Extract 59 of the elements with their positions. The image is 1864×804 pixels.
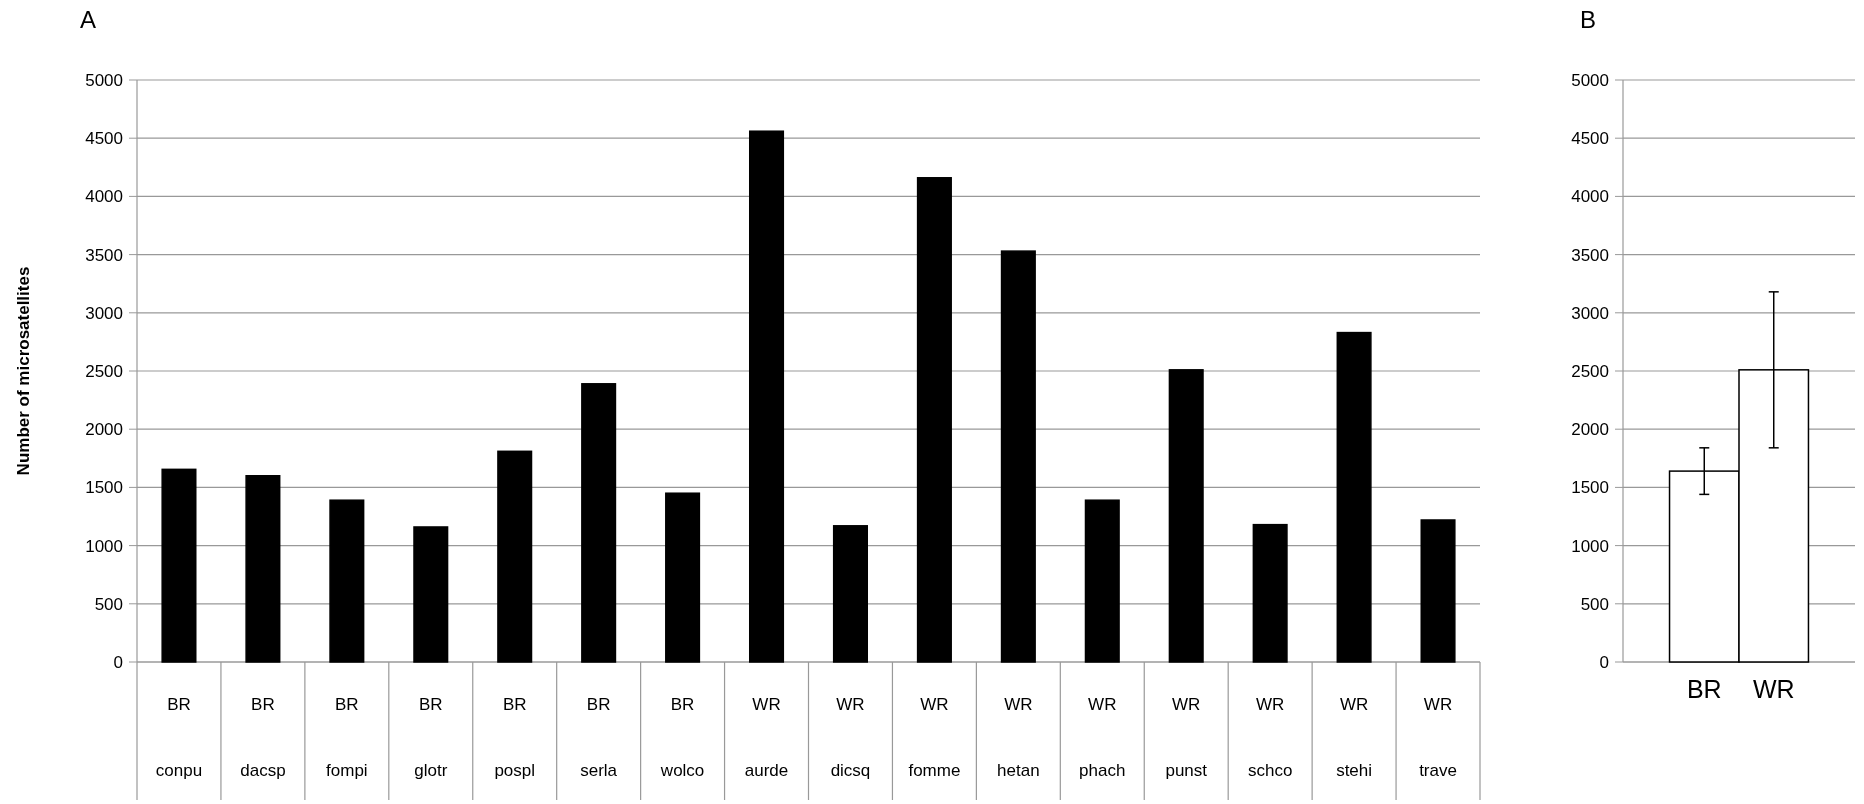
y-tick-label: 4500 (85, 129, 123, 149)
bar (161, 468, 197, 663)
category-label: WR schco (1247, 695, 1293, 780)
category-label: WR phach (1079, 695, 1126, 780)
category-label: WR dicsq (830, 695, 871, 780)
y-tick-label: 4000 (1571, 187, 1609, 207)
y-tick-label: 1000 (85, 536, 123, 556)
y-tick-label: 1500 (1571, 478, 1609, 498)
bar (581, 383, 617, 663)
bar (916, 177, 952, 663)
bar (665, 492, 701, 663)
bar (1000, 250, 1036, 663)
y-tick-label: 2000 (85, 420, 123, 440)
y-tick-label: 2500 (1571, 361, 1609, 381)
x-tick-label: BR (1686, 675, 1722, 703)
bar (329, 499, 365, 663)
bar (832, 525, 869, 663)
bar (245, 475, 281, 663)
y-tick-label: 500 (1580, 594, 1609, 614)
y-tick-label: 0 (113, 652, 123, 672)
bar (1336, 331, 1372, 663)
category-label: BR glotr (414, 695, 448, 780)
y-tick-label: 2500 (85, 361, 123, 381)
category-label: BR pospl (494, 695, 536, 780)
y-tick-label: 3500 (85, 245, 123, 265)
y-tick-label: 3000 (1571, 303, 1609, 323)
bar (497, 450, 533, 663)
y-tick-label: 4500 (1571, 129, 1609, 149)
category-label: WR stehi (1336, 695, 1373, 780)
category-label: BR conpu (155, 695, 203, 780)
x-tick-label: WR (1752, 675, 1795, 703)
category-label: WR fomme (908, 695, 961, 780)
y-axis-title: Number of microsatellites (14, 266, 33, 476)
bar (1168, 369, 1204, 663)
bar (1420, 519, 1456, 663)
bar (1084, 499, 1120, 663)
y-tick-label: 2000 (1571, 420, 1609, 440)
category-label: WR hetan (997, 695, 1040, 780)
chart-title: B (1580, 6, 1597, 33)
y-tick-label: 5000 (85, 70, 123, 90)
bar (413, 526, 449, 663)
y-tick-label: 5000 (1571, 70, 1609, 90)
chart-title: A (80, 6, 97, 33)
category-label: WR punst (1165, 695, 1208, 780)
bar (1252, 523, 1288, 663)
category-label: WR trave (1419, 695, 1457, 780)
y-tick-label: 0 (1599, 652, 1609, 672)
bar (748, 130, 785, 663)
y-tick-label: 3000 (85, 303, 123, 323)
y-tick-label: 500 (94, 594, 123, 614)
category-label: BR serla (580, 695, 618, 780)
category-label: BR fompi (326, 695, 368, 780)
y-tick-label: 3500 (1571, 245, 1609, 265)
y-tick-label: 4000 (85, 187, 123, 207)
category-label: BR dacsp (240, 695, 286, 780)
category-label: WR aurde (744, 695, 789, 780)
y-tick-label: 1000 (1571, 536, 1609, 556)
y-tick-label: 1500 (85, 478, 123, 498)
category-label: BR wolco (660, 695, 705, 780)
